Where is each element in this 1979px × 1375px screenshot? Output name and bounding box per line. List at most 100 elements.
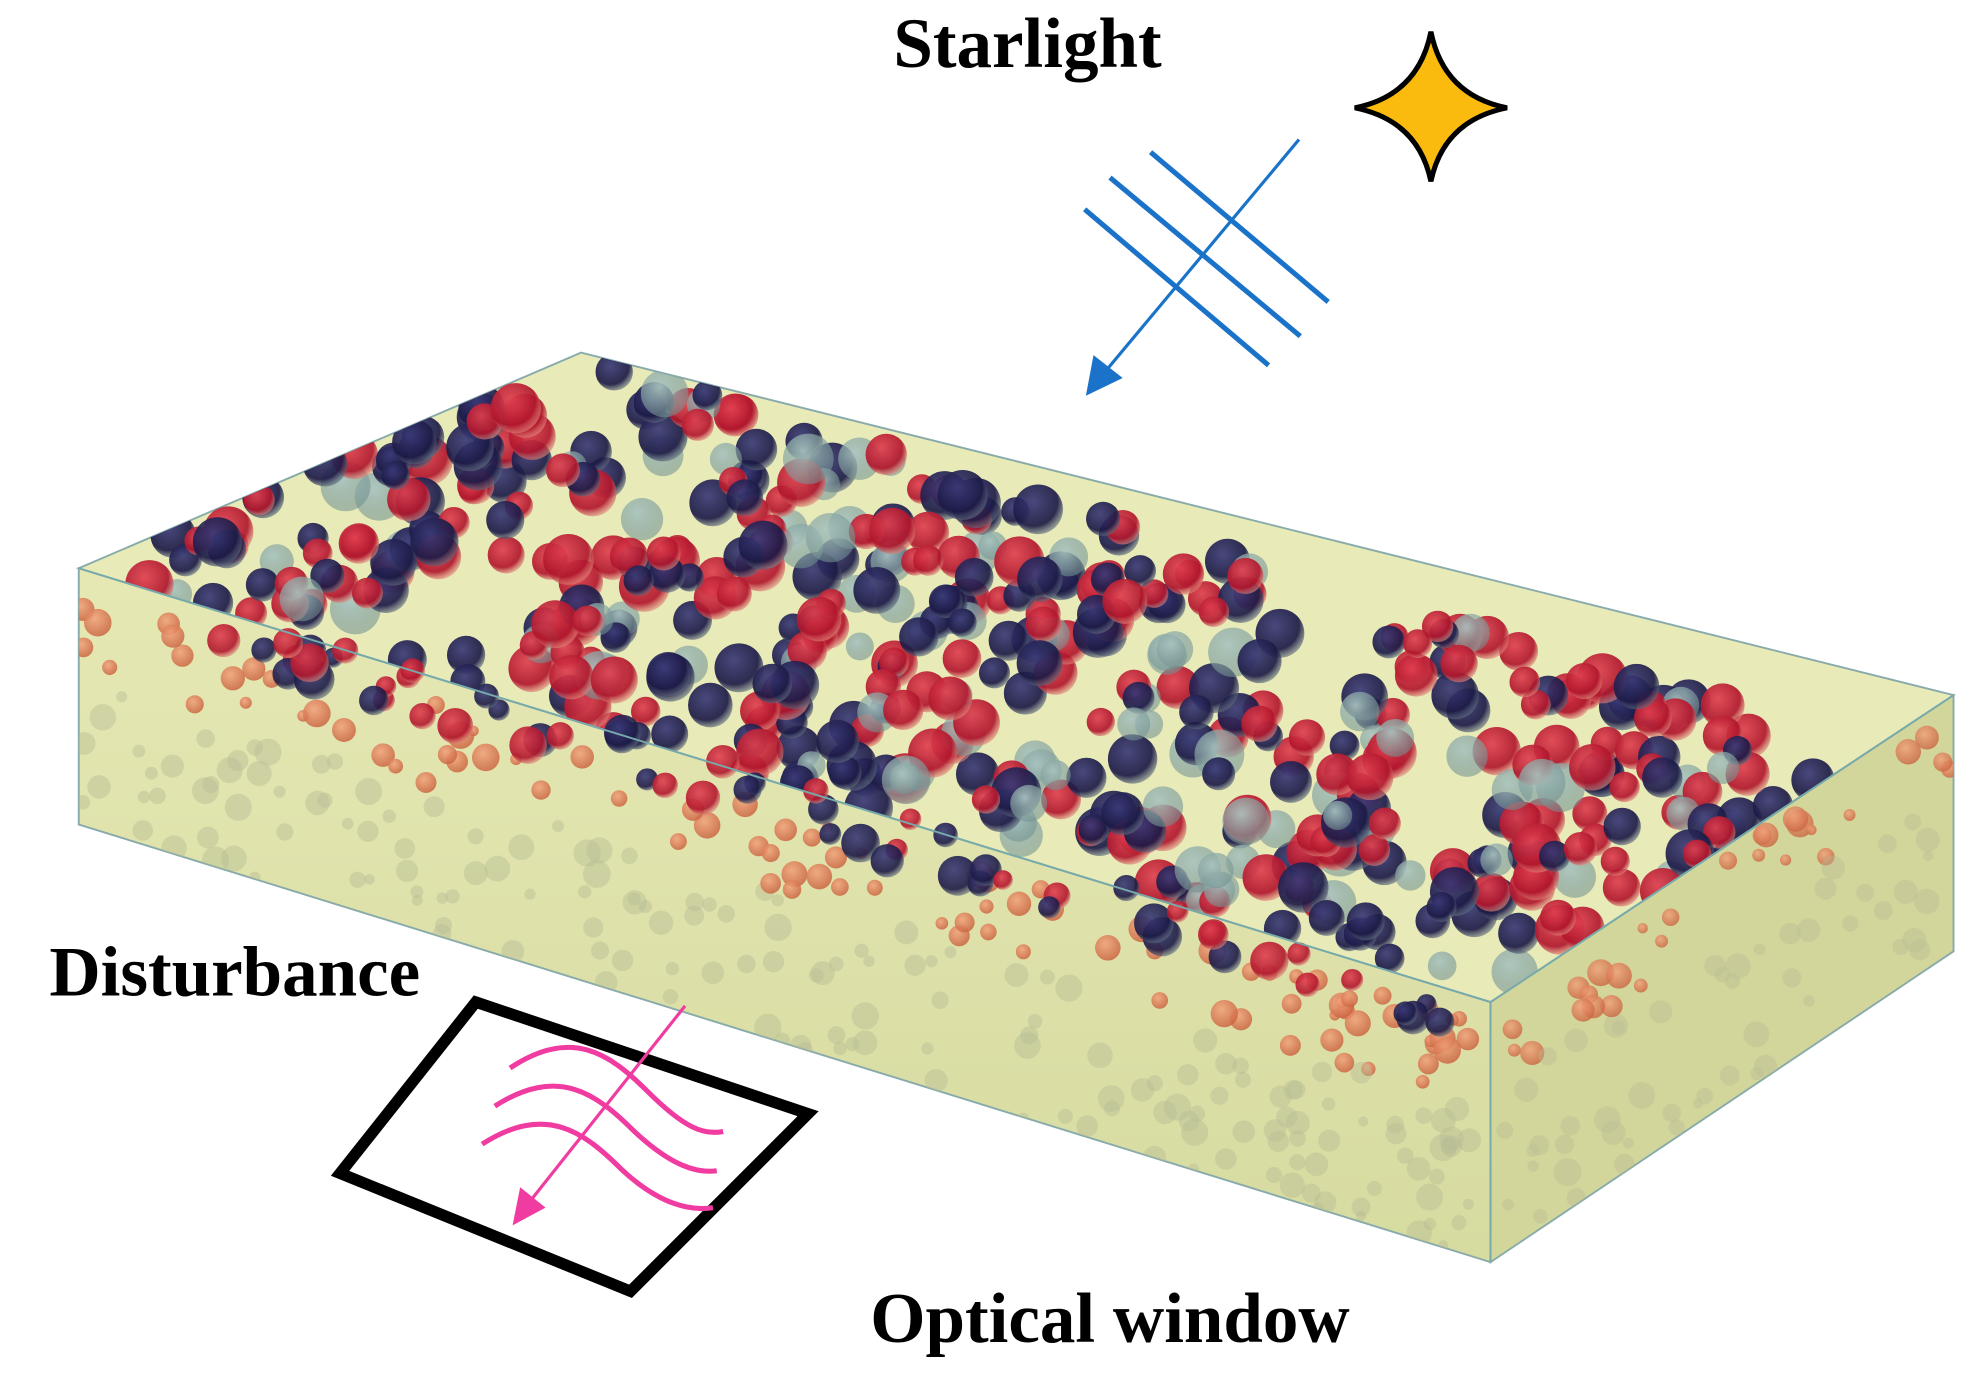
- side-particle: [1662, 1103, 1681, 1123]
- deep-particle: [1366, 1180, 1382, 1197]
- side-particle: [1529, 1135, 1550, 1156]
- deep-particle: [394, 838, 416, 859]
- deep-particle: [224, 793, 252, 821]
- particle: [1086, 501, 1121, 536]
- particle: [752, 663, 793, 704]
- particle: [978, 657, 1010, 689]
- deep-particle: [621, 847, 638, 865]
- deep-particle: [935, 917, 949, 930]
- particle: [509, 726, 547, 764]
- wavefront: [1108, 175, 1302, 339]
- deep-particle: [202, 776, 220, 794]
- deep-particle: [185, 695, 204, 714]
- particle: [1237, 639, 1282, 684]
- side-particle: [1842, 915, 1859, 932]
- particle: [381, 461, 410, 490]
- deep-particle: [1451, 1215, 1467, 1231]
- side-particle: [1538, 1047, 1557, 1066]
- deep-particle: [693, 811, 721, 839]
- deep-particle: [1311, 1061, 1333, 1083]
- deep-particle: [1087, 1042, 1113, 1069]
- particle: [865, 433, 907, 476]
- particle: [1374, 943, 1405, 974]
- side-particle: [1514, 1077, 1539, 1102]
- particle: [928, 676, 973, 721]
- particle: [1613, 663, 1660, 710]
- deep-particle: [808, 968, 824, 983]
- side-particle: [1668, 1119, 1685, 1136]
- deep-particle: [827, 1026, 846, 1045]
- particle: [1520, 689, 1551, 720]
- deep-particle: [463, 861, 488, 886]
- particle: [623, 565, 654, 596]
- side-particle: [1725, 953, 1751, 979]
- particle: [845, 632, 874, 661]
- side-particle: [1714, 967, 1731, 983]
- deep-particle: [1356, 1210, 1367, 1221]
- deep-particle: [364, 873, 375, 885]
- deep-particle: [781, 861, 808, 888]
- wavefronts: [1082, 150, 1330, 368]
- side-particle: [1892, 938, 1909, 956]
- deep-particle: [1015, 944, 1031, 960]
- side-particle: [1821, 855, 1845, 880]
- deep-particle: [1263, 1119, 1287, 1142]
- particle: [1440, 644, 1478, 683]
- particle: [1107, 734, 1158, 784]
- particle: [1393, 1001, 1418, 1026]
- deep-particle: [160, 754, 184, 778]
- particle: [1341, 968, 1364, 991]
- particle: [1270, 760, 1312, 803]
- side-particle: [1753, 943, 1766, 956]
- particle: [1602, 868, 1641, 907]
- deep-particle: [508, 834, 535, 861]
- particle: [1202, 757, 1236, 791]
- side-particle: [1753, 822, 1779, 848]
- particle: [1340, 691, 1380, 732]
- deep-particle: [669, 833, 687, 851]
- particle: [1509, 666, 1541, 698]
- particle: [1706, 751, 1740, 784]
- deep-particle: [326, 753, 344, 770]
- particle: [1016, 640, 1063, 687]
- deep-particle: [1210, 999, 1238, 1028]
- deep-particle: [931, 991, 949, 1009]
- deep-particle: [1304, 1152, 1329, 1177]
- side-particle: [1724, 973, 1741, 989]
- deep-particle: [1423, 1217, 1437, 1231]
- side-particle: [1526, 1143, 1540, 1157]
- deep-particle: [501, 940, 525, 963]
- particle: [688, 682, 733, 728]
- side-particle: [1719, 1065, 1740, 1086]
- deep-particle: [866, 879, 883, 896]
- side-particle: [1933, 752, 1953, 772]
- deep-particle: [220, 666, 245, 691]
- side-particle: [1661, 908, 1680, 927]
- deep-particle: [1020, 1026, 1039, 1045]
- deep-particle: [415, 771, 437, 793]
- particle: [251, 637, 277, 663]
- particle: [942, 639, 982, 679]
- particle: [1013, 484, 1063, 535]
- deep-particle: [774, 818, 797, 842]
- deep-particle: [1457, 1128, 1482, 1153]
- wave: [508, 1044, 724, 1135]
- deep-particle: [311, 754, 331, 774]
- deep-particle: [191, 777, 219, 805]
- particle: [1358, 834, 1391, 866]
- deep-particle: [1385, 1123, 1407, 1145]
- deep-particle: [1163, 1093, 1192, 1121]
- particle: [351, 577, 383, 609]
- side-particle: [1655, 934, 1669, 948]
- particle: [928, 584, 963, 619]
- deep-particle: [1130, 1078, 1155, 1102]
- particle: [913, 545, 944, 576]
- deep-particle: [754, 1013, 782, 1042]
- deep-particle: [1193, 1028, 1218, 1053]
- arrow-head: [512, 1187, 546, 1226]
- side-particle: [1914, 888, 1940, 915]
- particle: [1086, 707, 1115, 737]
- deep-particle: [1285, 1110, 1310, 1136]
- particle: [1134, 903, 1174, 944]
- deep-particle: [622, 890, 647, 915]
